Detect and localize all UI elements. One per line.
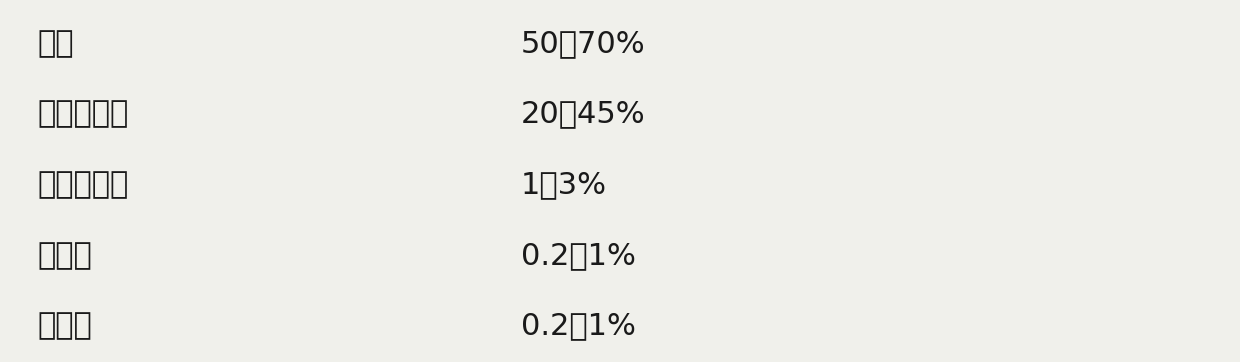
Text: 0.2～1%: 0.2～1% — [521, 241, 636, 270]
Text: 燃烧促进剂: 燃烧促进剂 — [37, 100, 129, 129]
Text: 引发剂: 引发剂 — [37, 311, 92, 340]
Text: 1～3%: 1～3% — [521, 170, 606, 199]
Text: 溶剂: 溶剂 — [37, 29, 73, 58]
Text: 0.2～1%: 0.2～1% — [521, 311, 636, 340]
Text: 50～70%: 50～70% — [521, 29, 646, 58]
Text: 20～45%: 20～45% — [521, 100, 646, 129]
Text: 燃烧嫂化剂: 燃烧嫂化剂 — [37, 170, 129, 199]
Text: 抗氧剂: 抗氧剂 — [37, 241, 92, 270]
